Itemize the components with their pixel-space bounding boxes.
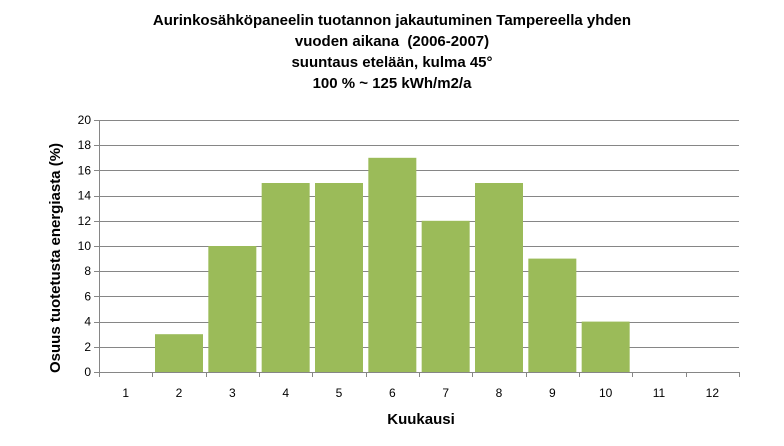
x-tick-label-12: 12	[706, 386, 720, 400]
y-tick-label-20: 20	[78, 113, 92, 127]
x-tick-label-2: 2	[176, 386, 183, 400]
chart-title-line-3: suuntaus etelään, kulma 45°	[291, 54, 493, 71]
bar-8	[475, 183, 523, 372]
x-tick-label-1: 1	[122, 386, 129, 400]
bar-7	[421, 220, 470, 372]
x-tick-label-8: 8	[496, 386, 503, 400]
x-tick-label-5: 5	[336, 386, 343, 400]
y-tick-label-4: 4	[84, 315, 91, 329]
y-tick-label-8: 8	[84, 264, 91, 278]
bar-9	[528, 258, 577, 372]
bar-10	[581, 321, 630, 372]
x-tick-label-4: 4	[282, 386, 289, 400]
bar-2	[155, 334, 203, 372]
y-tick-label-12: 12	[78, 214, 92, 228]
y-axis-label: Osuus tuotetusta energiasta (%)	[47, 143, 64, 373]
y-tick-label-6: 6	[84, 289, 91, 303]
y-tick-label-2: 2	[84, 340, 91, 354]
x-tick-label-10: 10	[599, 386, 613, 400]
x-tick-label-6: 6	[389, 386, 396, 400]
x-tick-label-11: 11	[653, 386, 666, 400]
bars	[155, 157, 630, 372]
x-tick-label-9: 9	[549, 386, 556, 400]
x-tick-label-3: 3	[229, 386, 236, 400]
y-tick-labels: 0 2 4 6 8 10 12 14 16 18 20	[78, 113, 92, 379]
x-axis-label: Kuukausi	[387, 411, 455, 428]
y-tick-label-16: 16	[78, 163, 92, 177]
y-tick-label-14: 14	[78, 189, 92, 203]
bar-4	[261, 183, 310, 372]
x-tick-label-7: 7	[442, 386, 449, 400]
y-tick-label-10: 10	[78, 239, 92, 253]
chart-title: Aurinkosähköpaneelin tuotannon jakautumi…	[0, 10, 784, 94]
axes	[94, 120, 740, 377]
chart-title-line-2: vuoden aikana (2006-2007)	[294, 33, 490, 50]
y-tick-label-0: 0	[84, 365, 91, 379]
bar-5	[315, 183, 363, 372]
chart-title-line-1: Aurinkosähköpaneelin tuotannon jakautumi…	[152, 12, 632, 29]
chart-title-line-4: 100 % ~ 125 kWh/m2/a	[312, 75, 472, 92]
x-tick-labels: 1 2 3 4 5 6 7 8 9 10 11 12	[122, 386, 719, 400]
y-tick-label-18: 18	[78, 138, 92, 152]
gridlines	[99, 120, 739, 373]
bar-3	[208, 246, 257, 372]
bar-6	[368, 157, 417, 372]
